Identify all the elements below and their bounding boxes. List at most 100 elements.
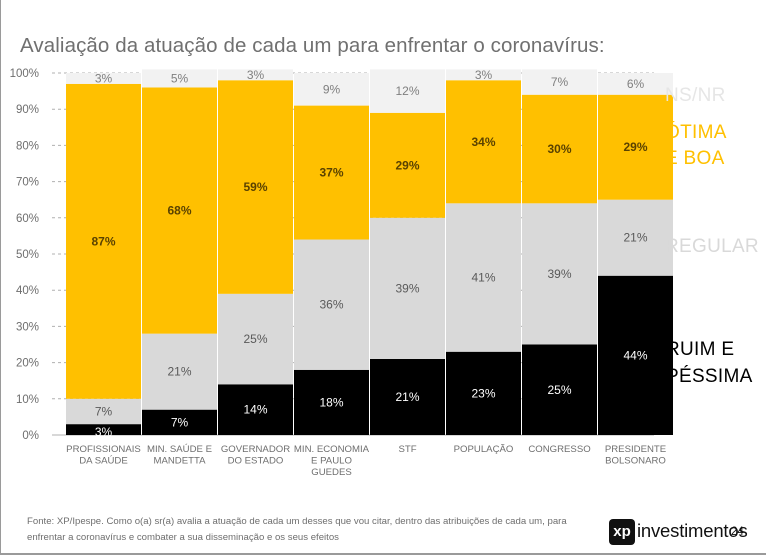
category-label: BOLSONARO [605, 456, 666, 467]
data-label: 29% [623, 140, 647, 154]
y-tick-label: 10% [16, 394, 39, 406]
category-label: POPULAÇÃO [454, 444, 514, 455]
legend-label: NS/NR [665, 85, 726, 106]
bar-segment [370, 69, 445, 113]
data-label: 12% [395, 84, 419, 98]
bar-segment [294, 369, 369, 435]
data-label: 41% [471, 271, 495, 285]
data-label: 30% [547, 142, 571, 156]
category-label: MIN. SAÚDE E [147, 444, 212, 455]
data-label: 7% [551, 75, 569, 89]
category-label: DO ESTADO [228, 456, 284, 467]
bar-segment [446, 351, 521, 435]
category-label: MANDETTA [153, 456, 206, 467]
bar-segment [598, 94, 673, 200]
data-label: 21% [623, 231, 647, 245]
data-label: 3% [95, 425, 113, 439]
bar-segment [66, 424, 141, 435]
data-label: 44% [623, 348, 647, 362]
source-footnote: Fonte: XP/Ipespe. Como o(a) sr(a) avalia… [27, 516, 567, 543]
bar-segment [218, 69, 293, 81]
legend-label: ÓTIMA [665, 121, 727, 143]
data-label: 37% [319, 166, 343, 180]
bar-segment [598, 275, 673, 435]
category-label: MIN. ECONOMIA [294, 444, 370, 455]
bar-segment [218, 384, 293, 435]
data-label: 9% [323, 82, 341, 96]
bar-segment [446, 203, 521, 352]
bar-segment [370, 358, 445, 435]
data-label: 68% [167, 204, 191, 218]
bar-segment [370, 217, 445, 359]
legend: RUIM E PÉSSIMA REGULAR ÓTIMA E BOA NS/NR [665, 85, 759, 387]
bar-segment [522, 344, 597, 435]
frame-bottom-border [0, 553, 766, 555]
page-number: 24 [731, 526, 744, 538]
xp-logo-wordmark: investimentos [637, 520, 748, 541]
y-tick-label: 100% [10, 68, 39, 80]
category-label: GUEDES [311, 467, 352, 478]
data-label: 21% [167, 365, 191, 379]
bar-segment [446, 80, 521, 204]
data-label: 23% [471, 386, 495, 400]
data-label: 3% [247, 68, 265, 82]
bar-segment [522, 69, 597, 95]
bar-segment [598, 199, 673, 276]
legend-label: REGULAR [665, 236, 759, 257]
category-label: GOVERNADOR [221, 444, 290, 455]
bar-segment [294, 239, 369, 370]
data-label: 59% [243, 180, 267, 194]
bars: 3% 7% 87% 3% 7% 21% 68% 5% 14% 25% 59% 3% 18% 36% 37% 9… [66, 68, 673, 439]
bar-segment [522, 203, 597, 345]
data-label: 14% [243, 403, 267, 417]
y-tick-label: 50% [16, 249, 39, 261]
data-label: 36% [319, 298, 343, 312]
data-label: 87% [91, 234, 115, 248]
bar-segment [66, 398, 141, 425]
bar-segment [370, 112, 445, 218]
y-tick-label: 80% [16, 140, 39, 152]
legend-label: RUIM E [666, 339, 734, 360]
category-label: E PAULO [311, 456, 352, 467]
frame-left-border [0, 0, 1, 555]
y-tick-label: 90% [16, 104, 39, 116]
data-label: 3% [475, 68, 493, 82]
bar-segment [142, 409, 217, 435]
stacked-bar-chart: 0% 10% 20% 30% 40% 50% 60% 70% 80% 90% 100% 3% 7% 87… [10, 68, 759, 478]
category-label: CONGRESSO [528, 444, 590, 455]
category-label: PRESIDENTE [605, 444, 666, 455]
bar-segment [218, 293, 293, 385]
y-axis: 0% 10% 20% 30% 40% 50% 60% 70% 80% 90% 100% [10, 68, 39, 442]
data-label: 25% [243, 332, 267, 346]
y-tick-label: 40% [16, 285, 39, 297]
data-label: 25% [547, 383, 571, 397]
bar-segment [142, 87, 217, 334]
bar-segment [294, 73, 369, 106]
data-label: 7% [171, 415, 189, 429]
data-label: 5% [171, 71, 189, 85]
data-label: 6% [627, 77, 645, 91]
y-tick-label: 30% [16, 321, 39, 333]
bar-segment [142, 69, 217, 88]
data-label: 29% [395, 158, 419, 172]
legend-label: PÉSSIMA [666, 366, 753, 387]
y-tick-label: 0% [22, 430, 39, 442]
chart-title: Avaliação da atuação de cada um para enf… [20, 34, 605, 57]
bar-segment [66, 83, 141, 399]
bar-segment [66, 73, 141, 84]
bar-segment [522, 94, 597, 204]
xp-logo-mark: xp [609, 519, 635, 545]
data-label: 39% [395, 281, 419, 295]
data-label: 34% [471, 135, 495, 149]
data-label: 18% [319, 395, 343, 409]
bar-segment [294, 105, 369, 240]
data-label: 39% [547, 267, 571, 281]
category-label: STF [398, 444, 416, 455]
y-tick-label: 70% [16, 177, 39, 189]
bar-segment [218, 80, 293, 294]
legend-label: E BOA [665, 148, 725, 169]
y-tick-label: 20% [16, 358, 39, 370]
data-label: 7% [95, 404, 113, 418]
bar-segment [446, 69, 521, 81]
